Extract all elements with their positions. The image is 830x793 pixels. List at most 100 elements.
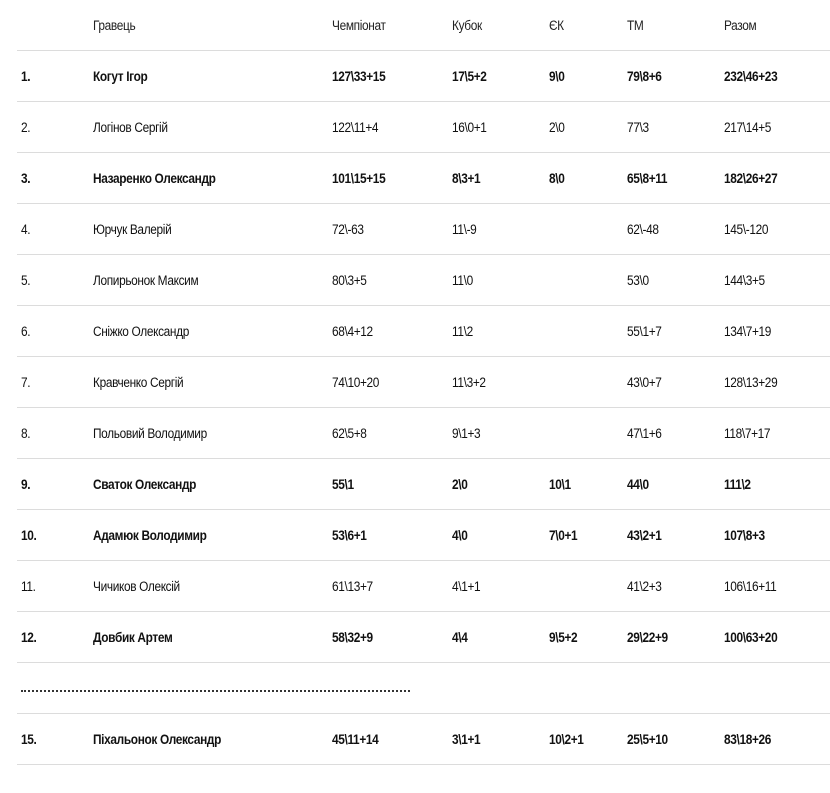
total-cell: 134\7+19 xyxy=(724,324,772,339)
rank-cell: 8. xyxy=(21,426,31,441)
cup-cell: 11\2 xyxy=(452,324,473,339)
total-cell: 83\18+26 xyxy=(724,732,772,747)
table-body: 1. Когут Ігор 127\33+15 17\5+2 9\0 79\8+6 232\… xyxy=(17,51,830,765)
total-cell: 128\13+29 xyxy=(724,375,778,390)
championship-cell: 53\6+1 xyxy=(332,528,367,543)
cup-cell: 2\0 xyxy=(452,477,468,492)
cup-cell: 3\1+1 xyxy=(452,732,481,747)
player-name: Лопирьонок Максим xyxy=(93,273,199,288)
rank-cell: 12. xyxy=(21,630,37,645)
cup-cell: 11\0 xyxy=(452,273,473,288)
eurocups-cell: 9\0 xyxy=(549,69,565,84)
championship-cell: 62\5+8 xyxy=(332,426,367,441)
championship-cell: 55\1 xyxy=(332,477,354,492)
total-cell: 182\26+27 xyxy=(724,171,778,186)
total-cell: 144\3+5 xyxy=(724,273,765,288)
player-name: Сніжко Олександр xyxy=(93,324,189,339)
player-name: Назаренко Олександр xyxy=(93,171,216,186)
championship-cell: 122\11+4 xyxy=(332,120,379,135)
table-row: 11. Чичиков Олексій 61\13+7 4\1+1 41\2+3 106\… xyxy=(17,561,830,612)
header-eurocups: ЄК xyxy=(549,18,564,33)
player-name: Польовий Володимир xyxy=(93,426,207,441)
total-cell: 111\2 xyxy=(724,477,751,492)
rank-cell: 10. xyxy=(21,528,37,543)
friendlies-cell: 53\0 xyxy=(627,273,649,288)
player-name: Юрчук Валерій xyxy=(93,222,172,237)
friendlies-cell: 55\1+7 xyxy=(627,324,662,339)
total-cell: 118\7+17 xyxy=(724,426,771,441)
table-row: 6. Сніжко Олександр 68\4+12 11\2 55\1+7 134\7… xyxy=(17,306,830,357)
table-row: 7. Кравченко Сергій 74\10+20 11\3+2 43\0+7 12… xyxy=(17,357,830,408)
rank-cell: 1. xyxy=(21,69,31,84)
table-row: 15. Піхальонок Олександр 45\11+14 3\1+1 10\2… xyxy=(17,714,830,765)
friendlies-cell: 62\-48 xyxy=(627,222,659,237)
table-row: 10. Адамюк Володимир 53\6+1 4\0 7\0+1 43\2+1 1… xyxy=(17,510,830,561)
cup-cell: 4\4 xyxy=(452,630,468,645)
cup-cell: 9\1+3 xyxy=(452,426,481,441)
championship-cell: 58\32+9 xyxy=(332,630,373,645)
table-row: 2. Логінов Сергій 122\11+4 16\0+1 2\0 77\3 217… xyxy=(17,102,830,153)
rank-cell: 11. xyxy=(21,579,36,594)
total-cell: 107\8+3 xyxy=(724,528,765,543)
table-row: 12. Довбик Артем 58\32+9 4\4 9\5+2 29\22+9 100… xyxy=(17,612,830,663)
friendlies-cell: 65\8+11 xyxy=(627,171,668,186)
friendlies-cell: 29\22+9 xyxy=(627,630,668,645)
dotted-separator xyxy=(21,690,410,692)
cup-cell: 16\0+1 xyxy=(452,120,487,135)
total-cell: 106\16+11 xyxy=(724,579,777,594)
total-cell: 145\-120 xyxy=(724,222,769,237)
championship-cell: 68\4+12 xyxy=(332,324,373,339)
eurocups-cell: 7\0+1 xyxy=(549,528,578,543)
friendlies-cell: 44\0 xyxy=(627,477,649,492)
player-name: Логінов Сергій xyxy=(93,120,168,135)
friendlies-cell: 47\1+6 xyxy=(627,426,662,441)
table-row: 9. Сваток Олександр 55\1 2\0 10\1 44\0 111\2 xyxy=(17,459,830,510)
table-row: 5. Лопирьонок Максим 80\3+5 11\0 53\0 144\3+5 xyxy=(17,255,830,306)
eurocups-cell: 10\1 xyxy=(549,477,571,492)
player-name: Адамюк Володимир xyxy=(93,528,207,543)
cup-cell: 11\-9 xyxy=(452,222,477,237)
table-header: Гравець Чемпіонат Кубок ЄК ТМ Разом xyxy=(17,0,830,51)
header-cup: Кубок xyxy=(452,18,482,33)
eurocups-cell: 10\2+1 xyxy=(549,732,584,747)
cup-cell: 17\5+2 xyxy=(452,69,487,84)
total-cell: 217\14+5 xyxy=(724,120,772,135)
rank-cell: 7. xyxy=(21,375,31,390)
table-row: 1. Когут Ігор 127\33+15 17\5+2 9\0 79\8+6 232\… xyxy=(17,51,830,102)
cup-cell: 11\3+2 xyxy=(452,375,486,390)
rank-cell: 9. xyxy=(21,477,31,492)
player-name: Кравченко Сергій xyxy=(93,375,184,390)
championship-cell: 61\13+7 xyxy=(332,579,373,594)
players-stats-table: Гравець Чемпіонат Кубок ЄК ТМ Разом 1. Ко… xyxy=(17,0,830,765)
rank-cell: 6. xyxy=(21,324,31,339)
cup-cell: 4\1+1 xyxy=(452,579,481,594)
championship-cell: 74\10+20 xyxy=(332,375,380,390)
rank-cell: 3. xyxy=(21,171,31,186)
total-cell: 100\63+20 xyxy=(724,630,778,645)
table-row: 8. Польовий Володимир 62\5+8 9\1+3 47\1+6 118… xyxy=(17,408,830,459)
championship-cell: 80\3+5 xyxy=(332,273,367,288)
championship-cell: 45\11+14 xyxy=(332,732,379,747)
championship-cell: 101\15+15 xyxy=(332,171,386,186)
rank-cell: 2. xyxy=(21,120,31,135)
separator-row xyxy=(17,663,830,714)
table-row: 4. Юрчук Валерій 72\-63 11\-9 62\-48 145\-120 xyxy=(17,204,830,255)
player-name: Довбик Артем xyxy=(93,630,173,645)
friendlies-cell: 43\2+1 xyxy=(627,528,662,543)
friendlies-cell: 79\8+6 xyxy=(627,69,662,84)
rank-cell: 5. xyxy=(21,273,31,288)
championship-cell: 127\33+15 xyxy=(332,69,386,84)
rank-cell: 15. xyxy=(21,732,37,747)
friendlies-cell: 41\2+3 xyxy=(627,579,662,594)
table-row: 3. Назаренко Олександр 101\15+15 8\3+1 8\0 65… xyxy=(17,153,830,204)
eurocups-cell: 8\0 xyxy=(549,171,565,186)
player-name: Когут Ігор xyxy=(93,69,148,84)
player-name: Піхальонок Олександр xyxy=(93,732,222,747)
header-total: Разом xyxy=(724,18,757,33)
header-friendlies: ТМ xyxy=(627,18,644,33)
eurocups-cell: 9\5+2 xyxy=(549,630,578,645)
rank-cell: 4. xyxy=(21,222,31,237)
friendlies-cell: 43\0+7 xyxy=(627,375,662,390)
cup-cell: 8\3+1 xyxy=(452,171,481,186)
championship-cell: 72\-63 xyxy=(332,222,364,237)
